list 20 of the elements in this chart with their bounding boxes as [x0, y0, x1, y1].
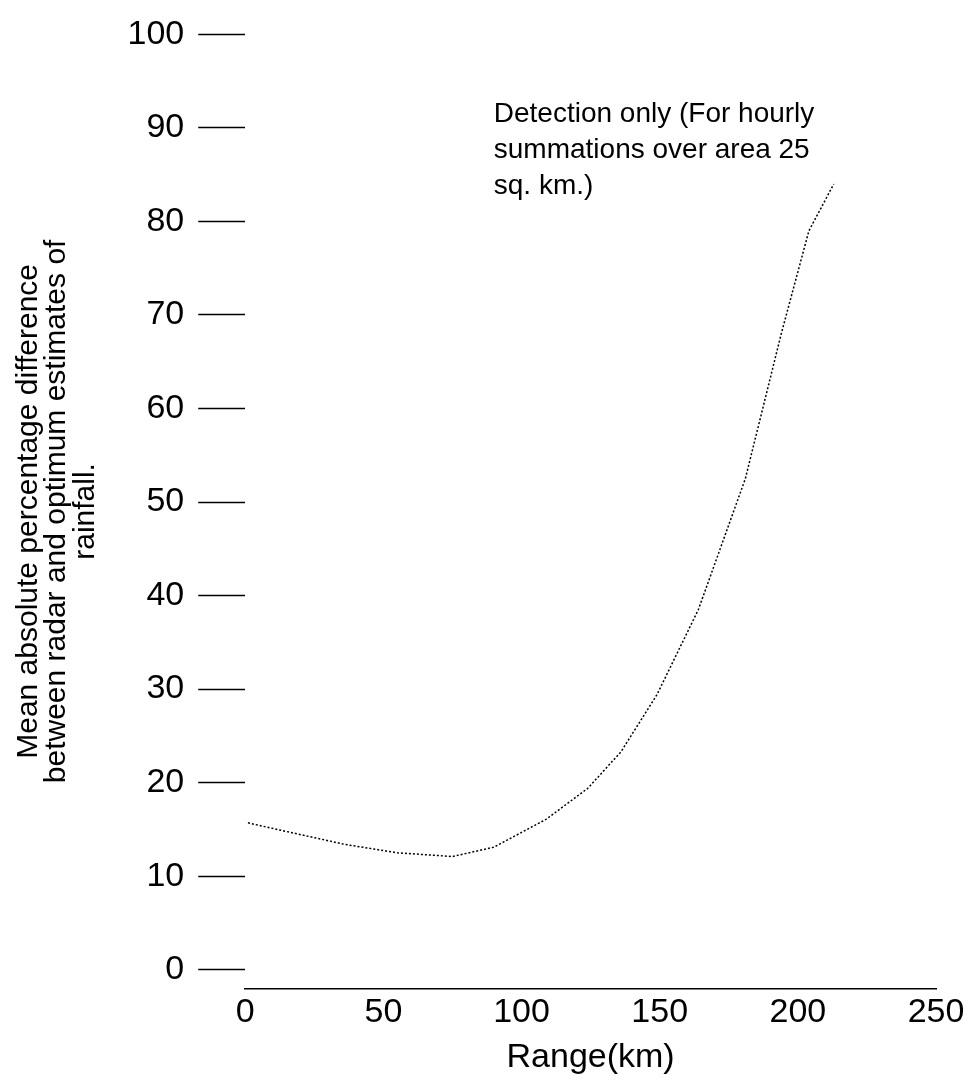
y-tick-label: 70: [146, 293, 185, 332]
x-tick-label: 150: [631, 991, 689, 1030]
y-tick-label: 20: [146, 761, 185, 800]
y-tick-label: 90: [146, 106, 185, 145]
y-tick-label: 0: [165, 948, 185, 987]
y-tick-label: 100: [127, 12, 185, 51]
annotation: Detection only (For hourly summations over area 25 sq. km.): [493, 97, 815, 201]
y-tick-label: 30: [146, 667, 185, 706]
y-axis-title: Mean absolute percentage difference between radar and optimum estimates of rainfall.: [9, 238, 100, 784]
x-tick-label: 50: [364, 991, 403, 1030]
x-tick-label: 250: [907, 991, 965, 1030]
x-tick-label: 0: [235, 991, 255, 1030]
y-tick-label: 40: [146, 573, 185, 612]
y-tick-label: 50: [146, 480, 185, 519]
y-tick-label: 60: [146, 386, 185, 425]
x-axis-title: Range(km): [506, 1035, 675, 1074]
x-tick-label: 200: [769, 991, 827, 1030]
y-tick-label: 80: [146, 199, 185, 238]
x-tick-label: 100: [493, 991, 550, 1030]
y-tick-label: 10: [146, 854, 185, 893]
